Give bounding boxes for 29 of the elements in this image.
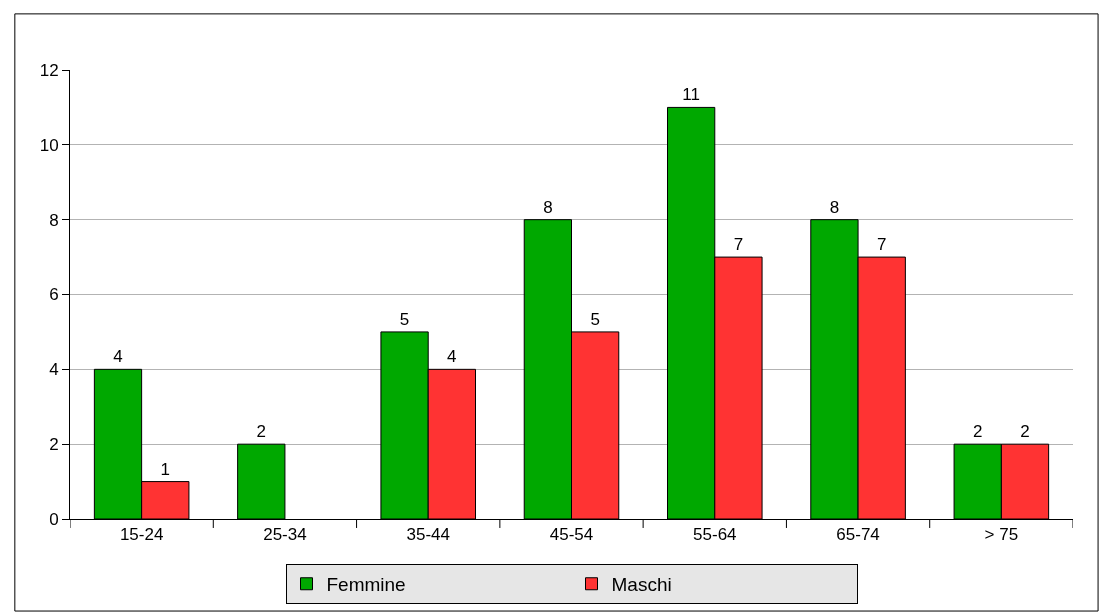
x-tick-label: 65-74 [836, 525, 880, 545]
legend-label: Maschi [611, 574, 672, 596]
data-label: 2 [972, 422, 983, 442]
x-tick-label: > 75 [984, 525, 1019, 545]
data-label: 4 [113, 347, 123, 367]
y-tick-label: 8 [49, 210, 59, 230]
y-tick-label: 6 [49, 285, 59, 305]
legend-label: Femmine [326, 574, 406, 596]
x-tick-label: 45-54 [549, 525, 594, 545]
data-label: 8 [829, 197, 840, 217]
y-tick-label: 4 [49, 360, 59, 380]
data-label: 4 [447, 347, 457, 367]
data-label: 7 [733, 235, 744, 255]
data-label: 8 [543, 197, 553, 217]
data-label: 11 [682, 85, 700, 105]
x-tick-label: 35-44 [406, 525, 450, 545]
y-tick-label: 2 [49, 435, 59, 455]
data-label: 5 [590, 309, 600, 329]
y-tick-label: 12 [39, 60, 59, 80]
data-label: 2 [256, 422, 267, 442]
x-tick-label: 25-34 [263, 525, 307, 545]
y-tick-label: 0 [49, 509, 59, 529]
data-label: 2 [1020, 422, 1030, 442]
data-label: 5 [399, 309, 410, 329]
data-label: 1 [160, 459, 171, 479]
data-label: 7 [876, 235, 887, 255]
y-tick-label: 10 [39, 135, 59, 155]
x-tick-label: 15-24 [119, 525, 164, 545]
x-tick-label: 55-64 [693, 525, 737, 545]
